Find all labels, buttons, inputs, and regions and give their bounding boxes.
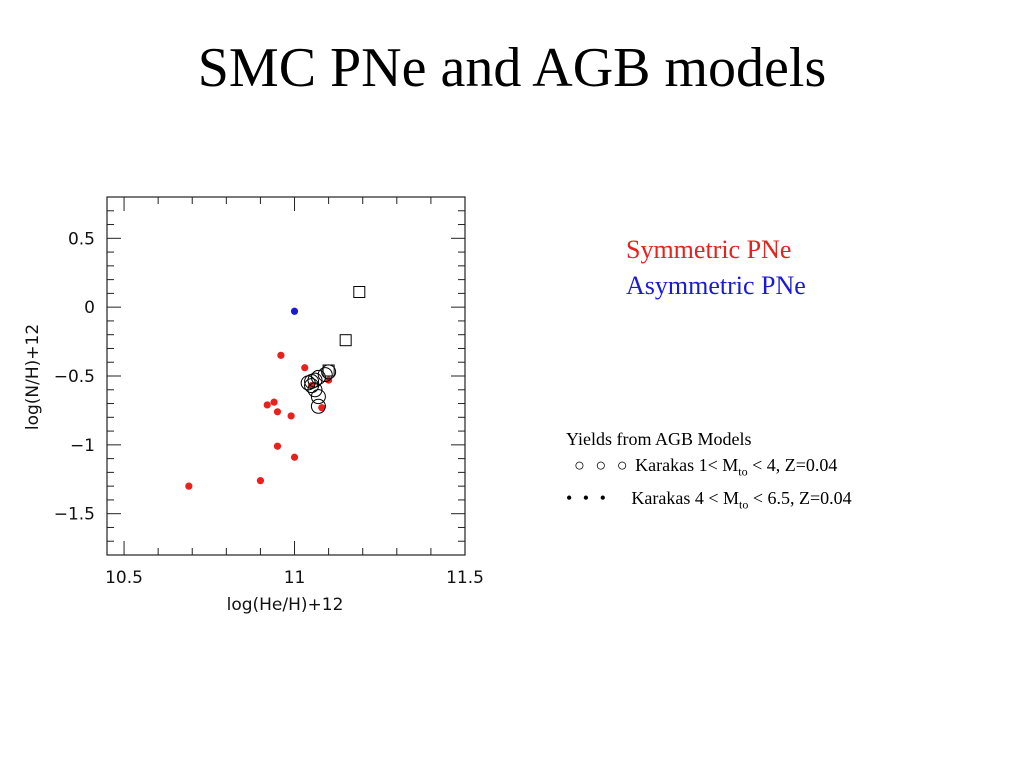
yields-heading: Yields from AGB Models [566,429,752,449]
agb-low-mass-model-point [310,389,326,405]
y-tick-label: −0.5 [54,367,95,387]
y-axis-label: log(N/H)+12 [23,324,43,430]
symmetric-pne-point [318,404,326,412]
yields-row-high-mass-prefix: Karakas 4 < M [631,487,740,508]
symmetric-pne-point [277,351,285,359]
x-tick-label: 10.5 [105,568,143,588]
plot-frame-layer [106,196,466,556]
plot-frame [106,196,466,556]
x-tick-label: 11 [284,568,306,588]
marks-layer [185,286,366,490]
agb-high-mass-model-point [322,364,335,377]
tick-label-layer: 10.5 11 11.5 0.5 0 −0.5 −1 −1.5 [54,229,484,588]
agb-yields-legend: Yields from AGB Models ○ ○ ○ Karakas 1< … [566,426,852,517]
asymmetric-pne-point [290,307,299,315]
symmetric-pne-point [273,442,282,450]
yields-row-low-mass-prefix: Karakas 1< M [635,455,739,475]
agb-low-mass-model-point [317,367,333,383]
symmetric-pne-point [290,453,299,461]
agb-low-mass-model-point [307,382,323,398]
dot-symbols: • • • [566,487,609,508]
yields-row-high-mass-suffix: < 6.5, Z=0.04 [748,487,852,508]
symmetric-pne-point [263,401,271,409]
yields-row-low-mass-sub: to [738,464,748,479]
y-tick-label: −1 [70,436,95,456]
symmetric-pne-point [270,398,278,406]
symmetric-pne-point [287,412,295,420]
agb-high-mass-model-point [339,334,352,347]
agb-high-mass-model-point [353,286,366,299]
y-tick-label: 0 [84,298,95,318]
x-tick-label: 11.5 [446,568,484,588]
agb-low-mass-model-point [310,398,326,414]
yields-row-high-mass: • • • Karakas 4 < Mto < 6.5, Z=0.04 [566,485,852,518]
agb-low-mass-model-point [304,374,320,390]
y-tick-label: −1.5 [54,505,95,525]
yields-row-low-mass: ○ ○ ○ Karakas 1< Mto < 4, Z=0.04 [566,452,852,485]
symmetric-pne-point [273,408,282,416]
tick-layer [107,196,466,556]
slide-title: SMC PNe and AGB models [197,37,827,99]
legend-symmetric-pne: Symmetric PNe [626,235,792,264]
legend-asymmetric-pne: Asymmetric PNe [626,271,806,300]
symmetric-pne-point [301,364,309,372]
pne-legend: Symmetric PNe Asymmetric PNe [626,232,806,304]
yields-row-low-mass-suffix: < 4, Z=0.04 [747,455,838,475]
yields-row-high-mass-sub: to [739,497,749,512]
y-tick-label: 0.5 [68,229,95,249]
open-circle-symbols: ○ ○ ○ [574,455,631,475]
symmetric-pne-point [185,482,193,490]
x-axis-label: log(He/H)+12 [227,595,344,615]
symmetric-pne-point [256,477,265,485]
